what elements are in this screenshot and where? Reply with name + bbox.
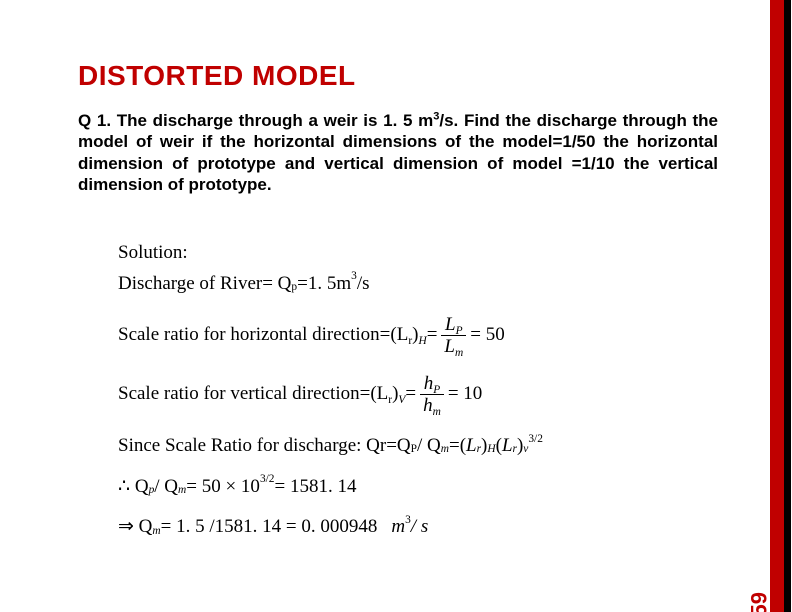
- l6b: / Q: [154, 474, 178, 501]
- l3den: Lm: [441, 335, 466, 356]
- sol-line4: Scale ratio for vertical direction= (Lr)…: [118, 374, 718, 415]
- question-text: Q 1. The discharge through a weir is 1. …: [78, 110, 718, 195]
- l5s2: m: [441, 442, 449, 458]
- l4s2: V: [398, 394, 405, 406]
- l4den: hm: [420, 394, 444, 415]
- l2sub: p: [291, 280, 297, 296]
- l4num: hP: [421, 374, 443, 394]
- l6c: = 50 × 10: [186, 474, 260, 501]
- l3e1: (L: [390, 324, 408, 345]
- l5sup1: 3/2: [528, 432, 543, 448]
- l3na: L: [445, 314, 456, 335]
- page-title: DISTORTED MODEL: [78, 60, 356, 92]
- l4ns: P: [433, 384, 440, 396]
- page-number: 59: [746, 592, 772, 612]
- l5c: =: [449, 433, 460, 460]
- l5s4: H: [487, 442, 495, 458]
- l5s1: P: [411, 442, 417, 458]
- l7usup: 3: [405, 513, 411, 529]
- l7a: ⇒ Q: [118, 514, 152, 541]
- l3ds: m: [455, 347, 463, 359]
- l4val: = 10: [448, 381, 482, 408]
- l3a: Scale ratio for horizontal direction=: [118, 322, 390, 349]
- l5s5: r: [513, 442, 517, 458]
- l3ns: P: [456, 325, 463, 337]
- l4expr: (Lr)V: [370, 381, 405, 408]
- l6d: = 1581. 14: [275, 474, 357, 501]
- l7ub: / s: [411, 514, 428, 541]
- q-text-a: The discharge through a weir is 1. 5 m: [117, 111, 433, 130]
- l2b: =1. 5m: [297, 271, 351, 298]
- l5a: Since Scale Ratio for discharge: Qr=Q: [118, 433, 411, 460]
- side-accent-bar: [770, 0, 792, 612]
- l6sup1: 3/2: [260, 472, 275, 488]
- slide: DISTORTED MODEL Q 1. The discharge throu…: [0, 0, 792, 612]
- l3num: LP: [442, 315, 466, 335]
- l3frac: LP Lm: [441, 315, 466, 356]
- sol-line6: ∴ Qp / Qm = 50 × 103/2 = 1581. 14: [118, 474, 718, 501]
- sol-line3: Scale ratio for horizontal direction= (L…: [118, 315, 718, 356]
- l5h: L: [502, 433, 513, 460]
- l3expr: (Lr)H: [390, 322, 426, 349]
- solution-block: Solution: Discharge of River= Qp =1. 5m3…: [118, 240, 718, 545]
- sol-line1: Solution:: [118, 240, 718, 267]
- l4ds: m: [433, 406, 441, 418]
- l4s1: r: [388, 394, 392, 406]
- l4eq: =: [405, 381, 416, 408]
- l7s1: m: [152, 524, 160, 540]
- sol-line1-text: Solution:: [118, 240, 188, 267]
- l3eq: =: [427, 322, 438, 349]
- l4frac: hP hm: [420, 374, 444, 415]
- sol-line7: ⇒ Qm = 1. 5 /1581. 14 = 0. 000948 m3 / s: [118, 514, 718, 541]
- l6a: ∴ Q: [118, 474, 149, 501]
- q-prefix: Q 1.: [78, 111, 117, 130]
- bar-inner: [784, 0, 791, 612]
- l5s3: r: [477, 442, 481, 458]
- l6s2: m: [178, 483, 186, 499]
- l2a: Discharge of River= Q: [118, 271, 291, 298]
- l2sup: 3: [351, 269, 357, 285]
- l3s2: H: [418, 335, 426, 347]
- bar-outer: [770, 0, 784, 612]
- l3s1: r: [408, 335, 412, 347]
- l4da: h: [423, 395, 433, 416]
- l4a: Scale ratio for vertical direction=: [118, 381, 370, 408]
- l3val: = 50: [470, 322, 504, 349]
- l6s1: p: [149, 483, 155, 499]
- l4e1: (L: [370, 383, 388, 404]
- l4na: h: [424, 373, 434, 394]
- l5e: L: [466, 433, 477, 460]
- l2c: /s: [357, 271, 370, 298]
- l7b: = 1. 5 /1581. 14 = 0. 000948: [161, 514, 378, 541]
- sol-line2: Discharge of River= Qp =1. 5m3/s: [118, 271, 718, 298]
- sol-line5: Since Scale Ratio for discharge: Qr=QP /…: [118, 433, 718, 460]
- l5b: / Q: [417, 433, 441, 460]
- l7ua: m: [391, 514, 405, 541]
- l3da: L: [444, 336, 455, 357]
